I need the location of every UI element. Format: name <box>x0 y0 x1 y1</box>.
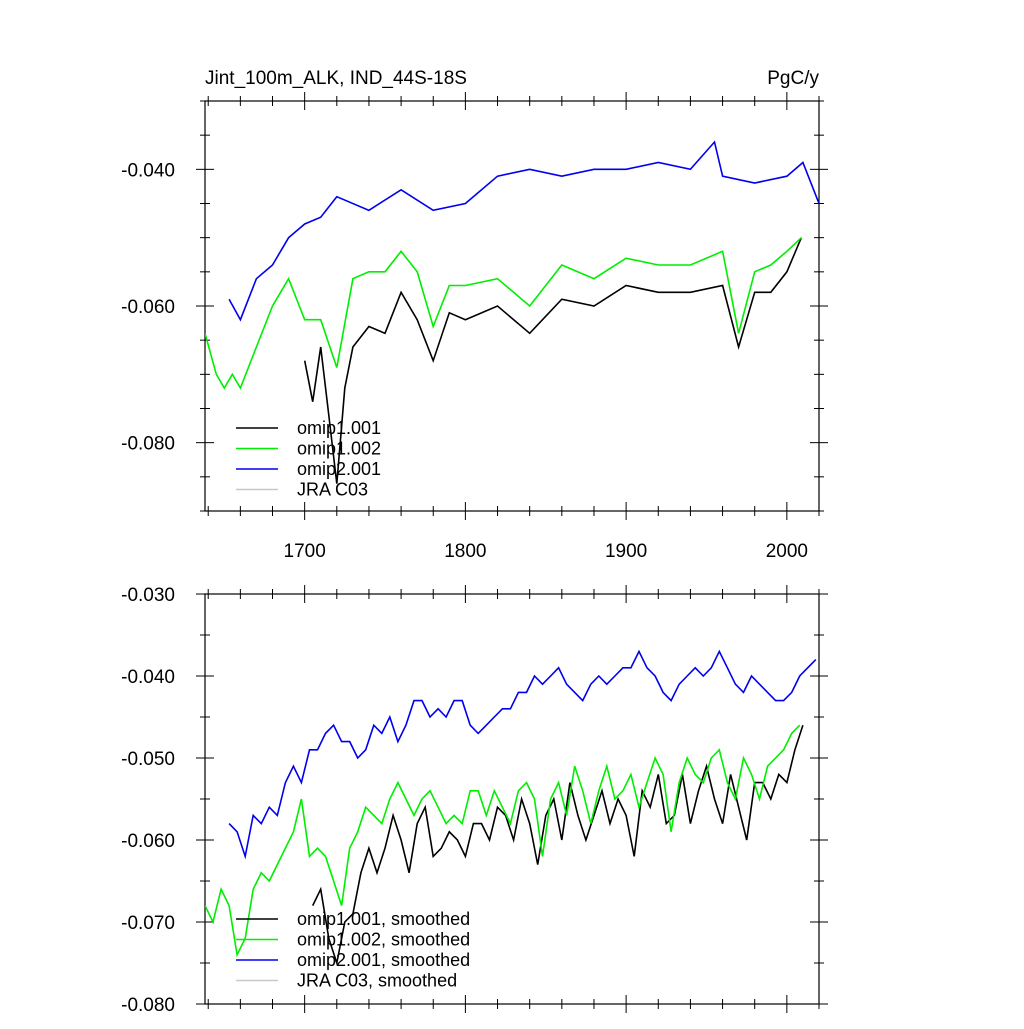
y-tick-label: -0.060 <box>121 297 175 318</box>
series-line <box>303 237 803 484</box>
legend-label: omip1.002, smoothed <box>297 930 470 950</box>
x-tick-label: 2000 <box>766 541 808 562</box>
y-tick-label: -0.060 <box>121 831 175 852</box>
y-tick-label: -0.040 <box>121 667 175 688</box>
y-tick-label: -0.030 <box>121 585 175 606</box>
x-tick-label: 1900 <box>605 541 647 562</box>
legend-label: omip1.002 <box>297 439 381 459</box>
y-tick-label: -0.070 <box>121 913 175 934</box>
y-tick-label: -0.080 <box>121 995 175 1016</box>
y-tick-label: -0.050 <box>121 749 175 770</box>
bottom-panel: -0.080 -0.070 -0.060 -0.050 -0.040 -0.030 omip… <box>121 585 828 1016</box>
y-tick-label: -0.080 <box>121 434 175 455</box>
top-panel: 1700 1800 1900 2000 -0.080 -0.060 -0.040 omip1.… <box>121 92 828 562</box>
series-line <box>228 649 817 860</box>
series-line <box>311 724 804 967</box>
legend-label: omip2.001, smoothed <box>297 950 470 970</box>
series-line <box>228 140 819 322</box>
series-line <box>205 237 802 390</box>
x-tick-label: 1700 <box>284 541 326 562</box>
chart-title: Jint_100m_ALK, IND_44S-18S <box>205 68 467 89</box>
series-line <box>205 724 801 958</box>
legend-label: JRA C03 <box>297 480 368 500</box>
legend-label: omip1.001 <box>297 418 381 438</box>
x-tick-label: 1800 <box>444 541 486 562</box>
legend-label: omip2.001 <box>297 459 381 479</box>
legend-label: omip1.001, smoothed <box>297 909 470 929</box>
chart-units: PgC/y <box>767 68 819 89</box>
y-tick-label: -0.040 <box>121 160 175 181</box>
legend-label: JRA C03, smoothed <box>297 971 457 991</box>
